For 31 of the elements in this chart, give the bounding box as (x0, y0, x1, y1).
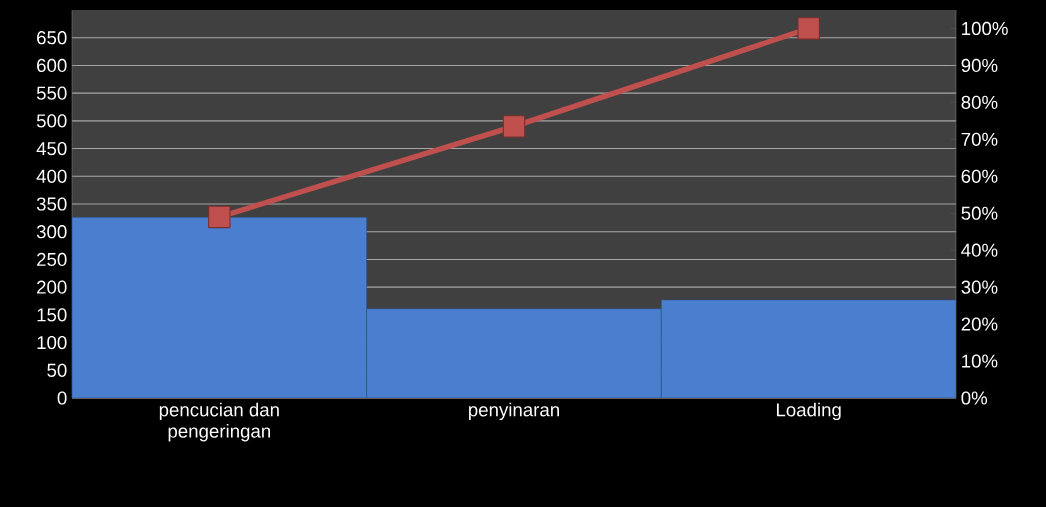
y2-tick-label: 10% (962, 354, 998, 368)
y-tick-label: 250 (37, 252, 67, 267)
y-tick-label: 50 (47, 363, 67, 377)
y-tick-label: 350 (36, 197, 67, 211)
y2-tick-label: 60% (961, 169, 998, 183)
y-tick-label: 100 (37, 335, 67, 350)
y-tick-label: 200 (37, 280, 67, 294)
y2-tick-label: 20% (961, 317, 998, 331)
y-tick-label: 600 (37, 58, 67, 73)
y-tick-label: 150 (37, 308, 67, 322)
y2-tick-label: 80% (961, 95, 998, 109)
y-tick-label: 300 (36, 225, 67, 239)
point (208, 205, 231, 229)
y2-tick-label: 90% (961, 58, 998, 73)
y2-tick-label: 30% (961, 280, 998, 294)
y2-tick-label: 70% (961, 132, 998, 146)
point (797, 17, 820, 40)
y-tick-label: 500 (36, 114, 67, 128)
y2-tick-label: 0% (961, 391, 988, 405)
x-tick-label: pencucian dan pengeringan (159, 402, 279, 442)
y-tick-label: 0 (57, 391, 67, 405)
y-tick-label: 650 (37, 31, 67, 45)
y-tick-label: 450 (36, 141, 67, 156)
y-tick-label: 550 (36, 86, 67, 100)
y2-tick-label: 40% (961, 243, 998, 257)
point (502, 115, 526, 138)
y2-tick-label: 50% (961, 206, 998, 220)
x-tick-label: Loading (776, 402, 841, 421)
y-tick-label: 400 (36, 169, 67, 183)
y2-tick-label: 100% (962, 21, 1008, 36)
x-tick-label: penyinaran (469, 402, 559, 421)
